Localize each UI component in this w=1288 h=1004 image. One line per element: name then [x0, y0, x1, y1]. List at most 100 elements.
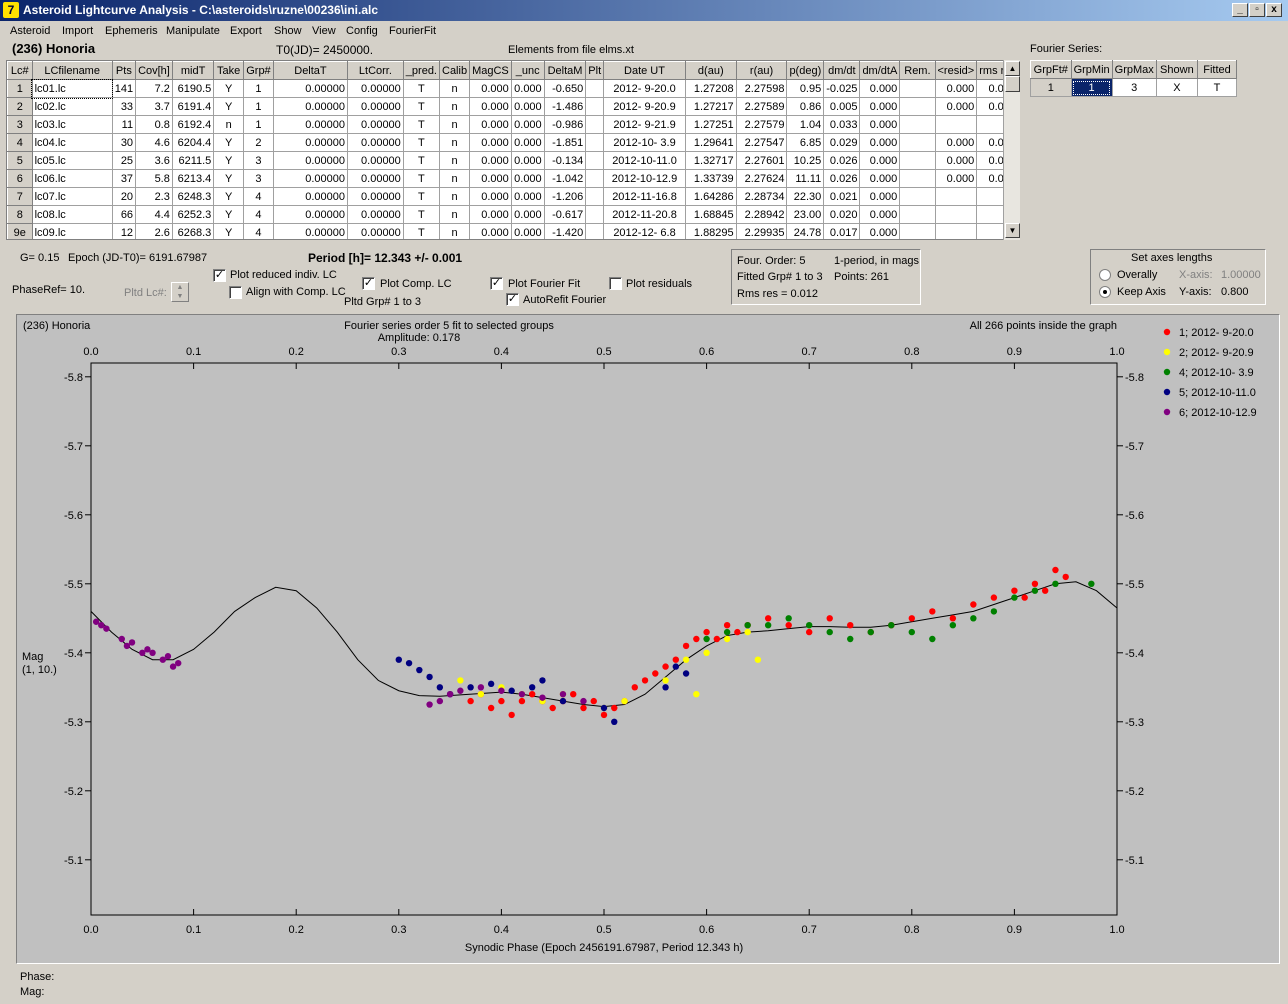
table-cell[interactable]: 0.000 [469, 151, 512, 170]
scroll-thumb[interactable] [1005, 76, 1020, 92]
table-cell[interactable]: 2.27589 [735, 97, 788, 116]
data-point[interactable] [611, 718, 618, 725]
menu-asteroid[interactable]: Asteroid [10, 25, 51, 37]
table-cell[interactable]: -0.986 [543, 115, 587, 134]
table-cell[interactable]: -0.617 [543, 205, 587, 224]
data-point[interactable] [847, 622, 854, 629]
table-cell[interactable]: 2.6 [135, 223, 173, 239]
menu-fourierfit[interactable]: FourierFit [389, 25, 437, 37]
table-cell[interactable]: 4 [243, 205, 274, 224]
table-cell[interactable]: 0.00000 [347, 133, 404, 152]
keep-axis-radio[interactable] [1099, 286, 1111, 298]
data-point[interactable] [118, 635, 125, 643]
table-cell[interactable]: 12 [111, 223, 137, 239]
data-point[interactable] [580, 704, 587, 712]
data-point[interactable] [970, 615, 977, 622]
data-point[interactable] [1011, 594, 1018, 601]
table-cell[interactable]: 6252.3 [171, 205, 215, 224]
col-header[interactable]: r(au) [735, 61, 788, 80]
table-cell[interactable] [899, 97, 936, 116]
data-point[interactable] [785, 615, 792, 622]
table-cell[interactable]: -1.486 [543, 97, 587, 116]
table-cell[interactable]: 37 [111, 169, 137, 188]
row-number[interactable]: 5 [7, 151, 33, 170]
table-cell[interactable]: 0.00000 [272, 79, 349, 98]
plot-comp-checkbox[interactable]: ✓ [362, 277, 375, 290]
table-cell[interactable] [934, 115, 978, 134]
row-number[interactable]: 2 [7, 97, 33, 116]
table-cell[interactable]: lc09.lc [31, 223, 113, 239]
table-cell[interactable]: 0.00000 [272, 187, 349, 206]
table-cell[interactable] [585, 169, 605, 188]
menu-config[interactable]: Config [346, 25, 378, 37]
row-number[interactable]: 1 [7, 79, 33, 98]
menu-manipulate[interactable]: Manipulate [166, 25, 220, 37]
col-header[interactable]: LtCorr. [347, 61, 404, 80]
col-header[interactable]: midT [171, 61, 215, 80]
col-header[interactable]: dm/dtA [859, 61, 901, 80]
data-point[interactable] [528, 684, 536, 691]
table-cell[interactable]: 7.2 [135, 79, 173, 98]
table-cell[interactable]: Y [213, 133, 244, 152]
table-cell[interactable]: 25 [111, 151, 137, 170]
table-cell[interactable]: -1.206 [543, 187, 587, 206]
table-cell[interactable]: Y [213, 169, 244, 188]
row-number[interactable]: 8 [7, 205, 33, 224]
table-cell[interactable]: 6211.5 [171, 151, 215, 170]
table-cell[interactable]: 0.00000 [347, 169, 404, 188]
col-header[interactable]: Pts [111, 61, 137, 80]
data-point[interactable] [703, 649, 710, 656]
table-cell[interactable]: lc02.lc [31, 97, 113, 116]
data-point[interactable] [518, 697, 526, 705]
restore-button[interactable]: ▫ [1249, 3, 1265, 17]
table-cell[interactable]: 0.000 [934, 79, 978, 98]
table-cell[interactable]: 0.00000 [272, 223, 349, 239]
table-cell[interactable]: n [438, 169, 471, 188]
data-point[interactable] [1052, 580, 1059, 587]
data-point[interactable] [123, 642, 131, 650]
yaxis-value[interactable]: 0.800 [1221, 286, 1249, 298]
table-cell[interactable]: 0.000 [510, 151, 545, 170]
table-cell[interactable]: 3.7 [135, 97, 173, 116]
table-cell[interactable]: 2.28942 [735, 205, 788, 224]
data-point[interactable] [1011, 587, 1018, 594]
table-cell[interactable] [899, 187, 936, 206]
col-header[interactable]: _unc [510, 61, 545, 80]
row-number[interactable]: 3 [7, 115, 33, 134]
data-point[interactable] [867, 628, 874, 636]
data-point[interactable] [139, 649, 146, 656]
table-cell[interactable]: 0.000 [859, 97, 901, 116]
table-cell[interactable]: 0.000 [510, 133, 545, 152]
data-point[interactable] [103, 625, 110, 632]
data-point[interactable] [498, 687, 505, 694]
table-cell[interactable]: 0.000 [934, 151, 978, 170]
table-cell[interactable]: 0.000 [859, 133, 901, 152]
table-cell[interactable]: 0.00000 [272, 133, 349, 152]
col-header[interactable]: Take [213, 61, 244, 80]
data-point[interactable] [744, 628, 751, 636]
row-number[interactable]: 6 [7, 169, 33, 188]
table-cell[interactable]: 0.95 [786, 79, 825, 98]
data-point[interactable] [949, 622, 957, 629]
table-cell[interactable]: 0.000 [510, 223, 545, 239]
data-point[interactable] [662, 663, 669, 670]
table-cell[interactable]: lc08.lc [31, 205, 113, 224]
data-point[interactable] [754, 656, 762, 663]
table-cell[interactable]: 0.00000 [347, 223, 404, 239]
data-point[interactable] [682, 656, 690, 663]
data-point[interactable] [744, 622, 751, 629]
data-point[interactable] [990, 608, 998, 615]
col-header[interactable]: Date UT [603, 61, 686, 80]
table-cell[interactable] [585, 187, 605, 206]
data-point[interactable] [908, 628, 915, 636]
col-header[interactable]: MagCS [469, 61, 512, 80]
data-point[interactable] [416, 666, 423, 674]
table-cell[interactable]: 33 [111, 97, 137, 116]
table-cell[interactable]: 0.033 [823, 115, 861, 134]
table-cell[interactable]: 6190.5 [171, 79, 215, 98]
menu-ephemeris[interactable]: Ephemeris [105, 25, 158, 37]
data-point[interactable] [693, 691, 700, 698]
table-cell[interactable]: 2.27579 [735, 115, 788, 134]
